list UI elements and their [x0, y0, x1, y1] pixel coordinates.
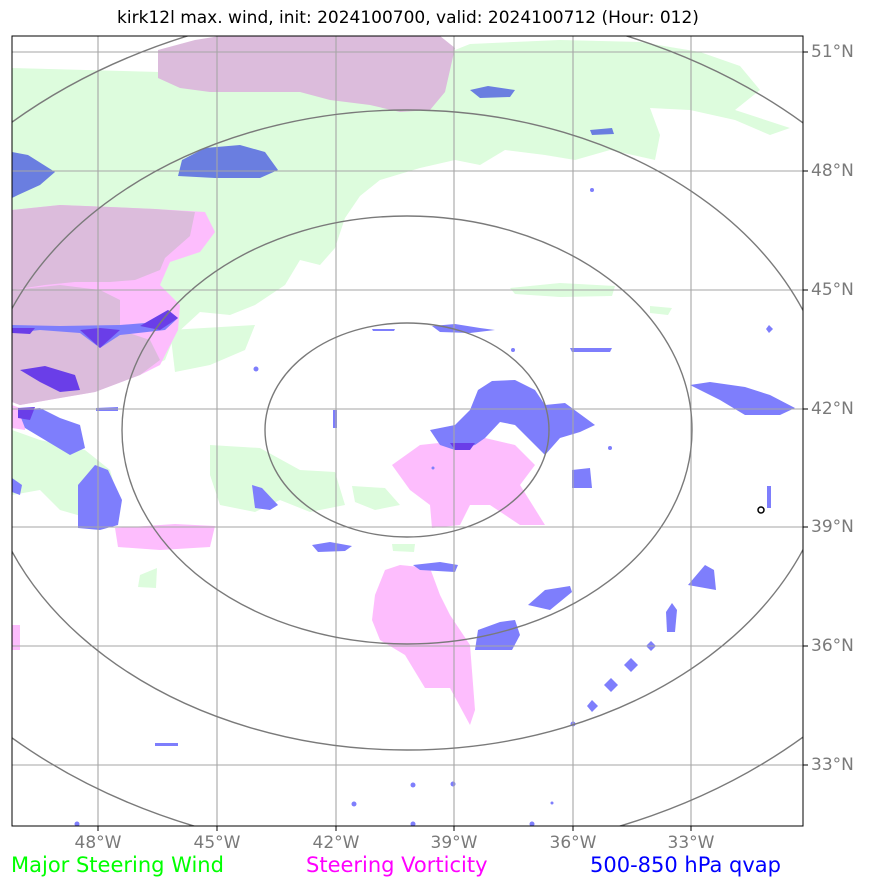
- lat-label-36: 36°N: [811, 636, 854, 656]
- qvap-area: [470, 86, 515, 98]
- lat-label-33: 33°N: [811, 755, 854, 775]
- lon-label-48w: 48°W: [74, 833, 122, 853]
- steering-wind-area: [392, 544, 415, 552]
- range-ring-2: [121, 215, 693, 645]
- vorticity-area: [372, 565, 475, 725]
- lon-label-42w: 42°W: [312, 833, 360, 853]
- steering-wind-area: [138, 568, 157, 588]
- lon-label-33w: 33°W: [667, 833, 715, 853]
- qvap-speck: [529, 821, 535, 826]
- lon-label-36w: 36°W: [549, 833, 597, 853]
- qvap-speck: [74, 821, 80, 826]
- qvap-area: [155, 743, 178, 746]
- qvap-area: [570, 348, 612, 352]
- lat-label-39: 39°N: [811, 517, 854, 537]
- qvap-layer: [12, 86, 795, 826]
- qvap-area: [80, 328, 120, 348]
- qvap-area: [312, 542, 352, 552]
- qvap-speck: [410, 821, 416, 826]
- lat-label-48: 48°N: [811, 161, 854, 181]
- lon-label-39w: 39°W: [430, 833, 478, 853]
- qvap-area: [450, 443, 475, 450]
- qvap-area: [12, 328, 35, 334]
- qvap-area: [432, 324, 495, 333]
- qvap-area: [475, 620, 520, 650]
- qvap-area: [666, 603, 677, 632]
- qvap-area: [140, 310, 178, 330]
- legend-qvap: 500-850 hPa qvap: [590, 853, 781, 877]
- qvap-area: [372, 329, 395, 331]
- lat-label-45: 45°N: [811, 280, 854, 300]
- qvap-area: [430, 380, 595, 455]
- legend-steering-vorticity: Steering Vorticity: [306, 853, 488, 877]
- qvap-area: [587, 700, 598, 712]
- qvap-area: [178, 145, 278, 178]
- map-title: kirk12l max. wind, init: 2024100700, val…: [117, 8, 699, 28]
- lat-label-51: 51°N: [811, 42, 854, 62]
- steering-wind-area: [170, 325, 255, 372]
- qvap-speck: [550, 801, 554, 805]
- steering-wind-area: [352, 486, 400, 510]
- vorticity-area: [115, 524, 215, 550]
- qvap-area: [18, 408, 85, 455]
- qvap-area: [624, 658, 638, 672]
- qvap-area: [690, 382, 795, 415]
- range-ring-1: [264, 322, 550, 538]
- qvap-speck: [431, 466, 435, 470]
- qvap-area: [252, 485, 278, 510]
- qvap-speck: [351, 801, 357, 807]
- map-frame: [11, 35, 804, 827]
- lat-label-42: 42°N: [811, 399, 854, 419]
- qvap-area: [20, 366, 80, 392]
- storm-center-marker: [757, 506, 765, 514]
- lon-label-45w: 45°W: [193, 833, 241, 853]
- range-rings: [12, 36, 803, 826]
- qvap-area: [604, 678, 618, 692]
- steering-wind-area: [650, 306, 672, 315]
- qvap-area: [528, 586, 572, 610]
- qvap-area: [767, 486, 771, 508]
- steering-wind-area: [210, 445, 345, 512]
- qvap-speck: [253, 366, 259, 372]
- qvap-speck: [511, 348, 515, 352]
- qvap-area: [413, 562, 458, 572]
- vorticity-area: [12, 205, 195, 290]
- qvap-area: [572, 468, 592, 488]
- vorticity-area: [158, 36, 455, 112]
- qvap-speck: [450, 781, 456, 787]
- qvap-speck: [410, 782, 416, 788]
- qvap-area: [18, 407, 35, 420]
- legend-steering-wind: Major Steering Wind: [11, 853, 224, 877]
- range-ring-3: [12, 109, 803, 751]
- qvap-speck: [590, 188, 594, 192]
- qvap-area: [766, 325, 773, 333]
- tick-marks: [97, 51, 808, 831]
- qvap-speck: [608, 446, 612, 450]
- vorticity-area: [12, 625, 20, 650]
- qvap-area: [688, 565, 716, 590]
- qvap-area: [12, 478, 22, 495]
- qvap-area: [78, 465, 122, 530]
- qvap-area: [12, 152, 55, 198]
- qvap-area: [590, 128, 614, 135]
